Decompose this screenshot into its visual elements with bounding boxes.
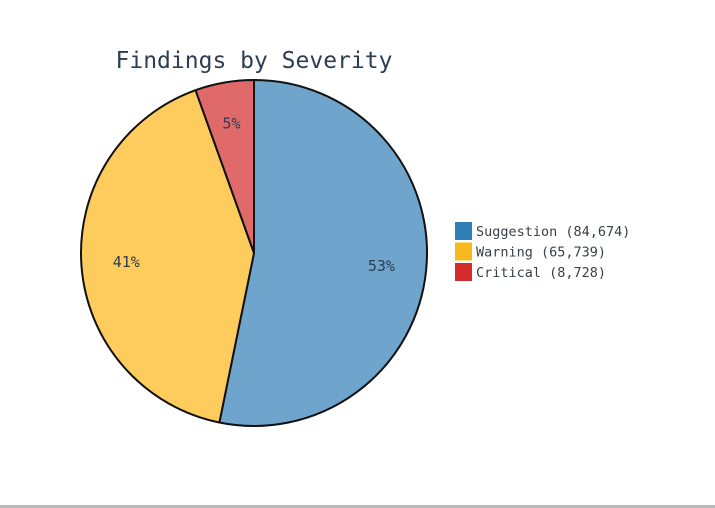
pie-slice-suggestion: [218, 79, 428, 427]
slice-percent-label: 5%: [222, 114, 240, 132]
legend: Suggestion (84,674) Warning (65,739) Criti…: [455, 222, 630, 281]
legend-swatch-suggestion: [455, 222, 472, 240]
legend-swatch-critical: [455, 263, 472, 281]
legend-label-critical: Critical (8,728): [476, 265, 606, 281]
legend-label-warning: Warning (65,739): [476, 245, 606, 261]
slice-percent-label: 53%: [368, 257, 395, 275]
pie-slice-labels: 53% 41% 5%: [113, 114, 395, 274]
chart-title: Findings by Severity: [116, 48, 393, 74]
pie-slice-warning: [80, 89, 255, 424]
pie-slices: [80, 79, 428, 427]
legend-swatch-warning: [455, 242, 472, 261]
legend-label-suggestion: Suggestion (84,674): [476, 224, 630, 240]
slice-percent-label: 41%: [113, 253, 140, 271]
pie-slice-critical: [194, 79, 255, 254]
bottom-divider: [0, 505, 715, 508]
